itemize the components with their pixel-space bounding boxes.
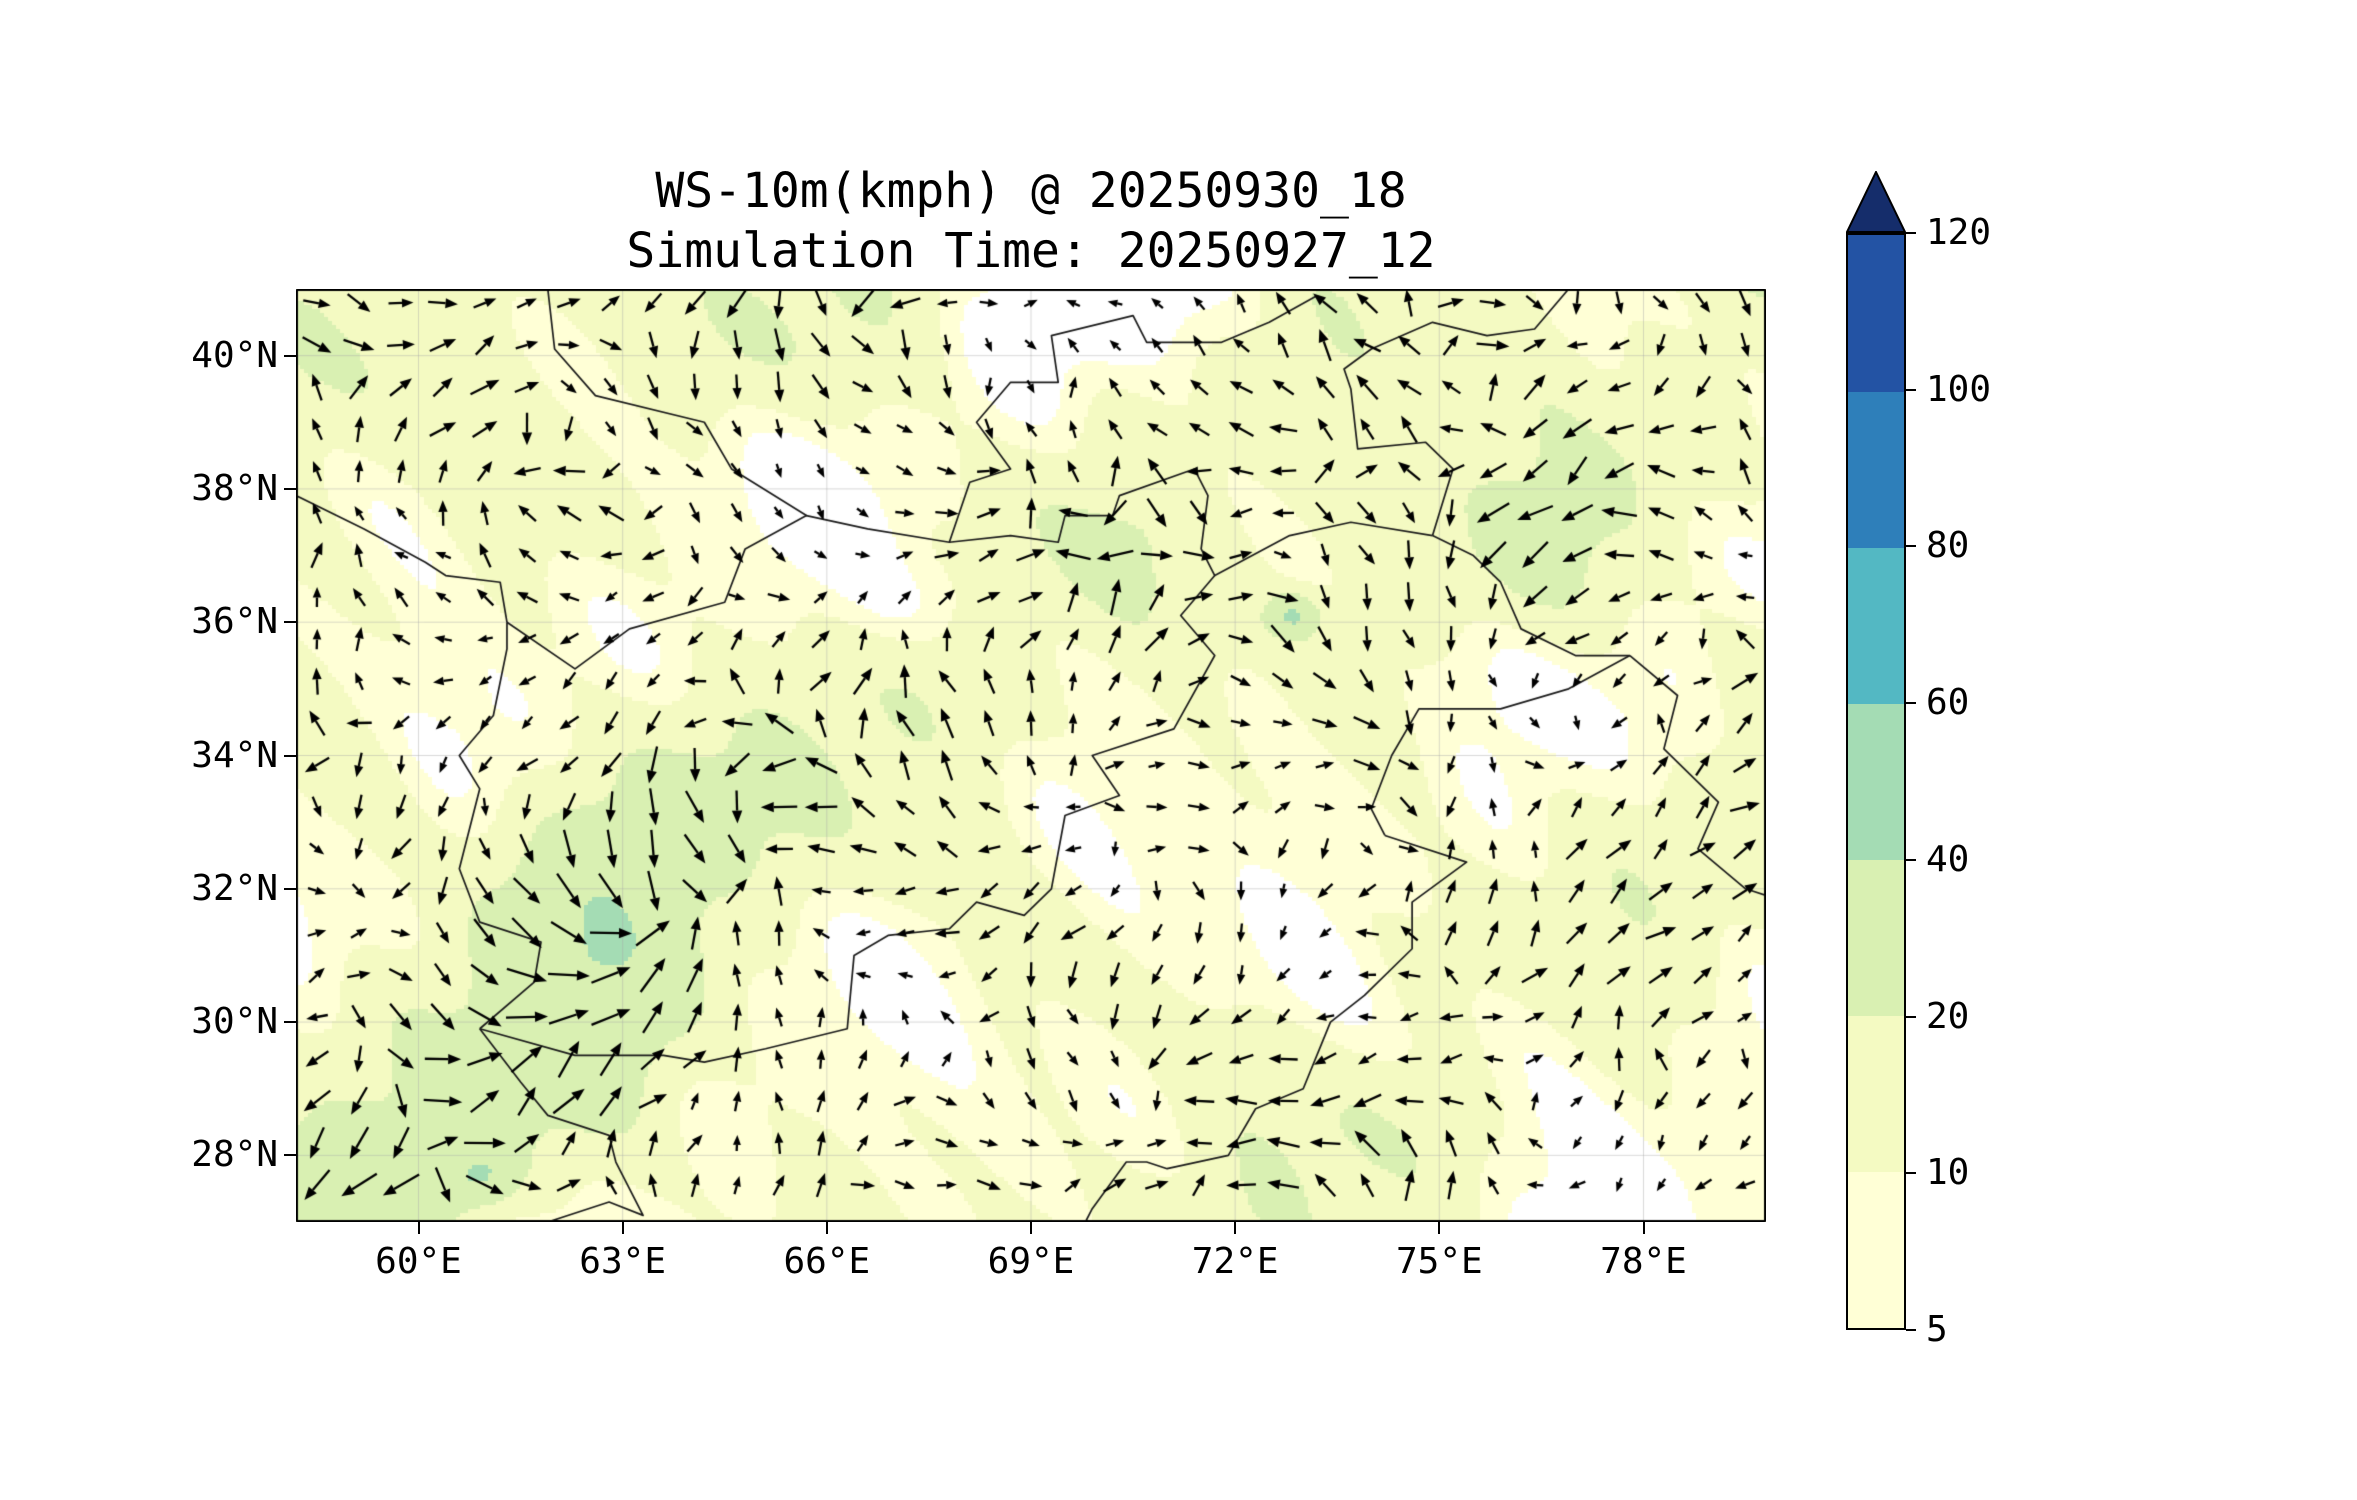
colorbar-tick-label: 40 [1926,838,1970,880]
x-axis-tick-mark [1438,1222,1441,1234]
y-tick-label: 40°N [191,334,278,376]
y-axis-tick-mark [284,1021,296,1024]
colorbar-segment [1848,859,1904,1017]
y-tick-label: 36°N [191,601,278,643]
colorbar-segment [1848,235,1904,392]
y-axis-tick-mark [284,354,296,357]
y-axis-tick-mark [284,621,296,624]
y-axis-tick-mark [284,887,296,890]
x-tick-label: 63°E [579,1241,666,1282]
y-axis-tick-mark [284,487,296,490]
x-tick-label: 66°E [783,1241,871,1282]
y-axis-tick-mark [284,754,296,757]
y-tick-label: 34°N [191,734,278,776]
x-axis-tick-mark [417,1222,420,1234]
colorbar-tick-mark [1906,1015,1916,1018]
chart-title: WS-10m(kmph) @ 20250930_18 [655,163,1407,219]
colorbar: 5 10 20 40 60 80 100 120 [1846,171,2076,1411]
colorbar-gradient-bar [1846,233,1906,1330]
x-tick-label: 72°E [1191,1241,1279,1282]
colorbar-segment [1848,1015,1904,1173]
x-tick-label: 60°E [375,1241,462,1282]
x-axis-tick-mark [1234,1222,1237,1234]
y-tick-label: 32°N [191,867,278,909]
x-axis-tick-mark [1030,1222,1032,1234]
colorbar-tick-mark [1906,858,1916,861]
colorbar-tick-mark [1906,1329,1916,1331]
colorbar-tick-label: 80 [1926,525,1970,567]
y-tick-label: 38°N [191,467,278,509]
colorbar-extend-arrow-icon [1846,171,1906,233]
y-tick-label: 30°N [191,1001,278,1043]
x-tick-label: 69°E [987,1241,1075,1282]
x-axis-tick-mark [621,1222,624,1234]
colorbar-tick-label: 10 [1926,1152,1970,1194]
x-axis-tick-mark [825,1222,828,1234]
colorbar-tick-label: 120 [1926,212,1992,253]
wind-map-canvas [296,289,1766,1222]
x-axis-tick-mark [1642,1222,1645,1234]
colorbar-tick-mark [1906,1172,1916,1175]
colorbar-tick-label: 20 [1926,995,1970,1037]
y-axis-tick-mark [284,1154,296,1157]
y-tick-label: 28°N [191,1134,278,1176]
colorbar-tick-label: 5 [1926,1309,1948,1350]
colorbar-tick-mark [1906,702,1916,705]
colorbar-segment [1848,547,1904,704]
x-tick-label: 78°E [1600,1241,1687,1282]
colorbar-tick-mark [1906,388,1916,391]
colorbar-segment [1848,1171,1904,1329]
colorbar-tick-label: 100 [1926,368,1992,410]
colorbar-tick-label: 60 [1926,682,1970,724]
colorbar-tick-mark [1906,545,1916,548]
colorbar-tick-mark [1906,232,1916,234]
colorbar-extend-arrow-shape [1846,171,1906,233]
colorbar-segment [1848,391,1904,548]
colorbar-segment [1848,703,1904,861]
chart-subtitle: Simulation Time: 20250927_12 [626,223,1436,279]
x-tick-label: 75°E [1395,1241,1483,1282]
